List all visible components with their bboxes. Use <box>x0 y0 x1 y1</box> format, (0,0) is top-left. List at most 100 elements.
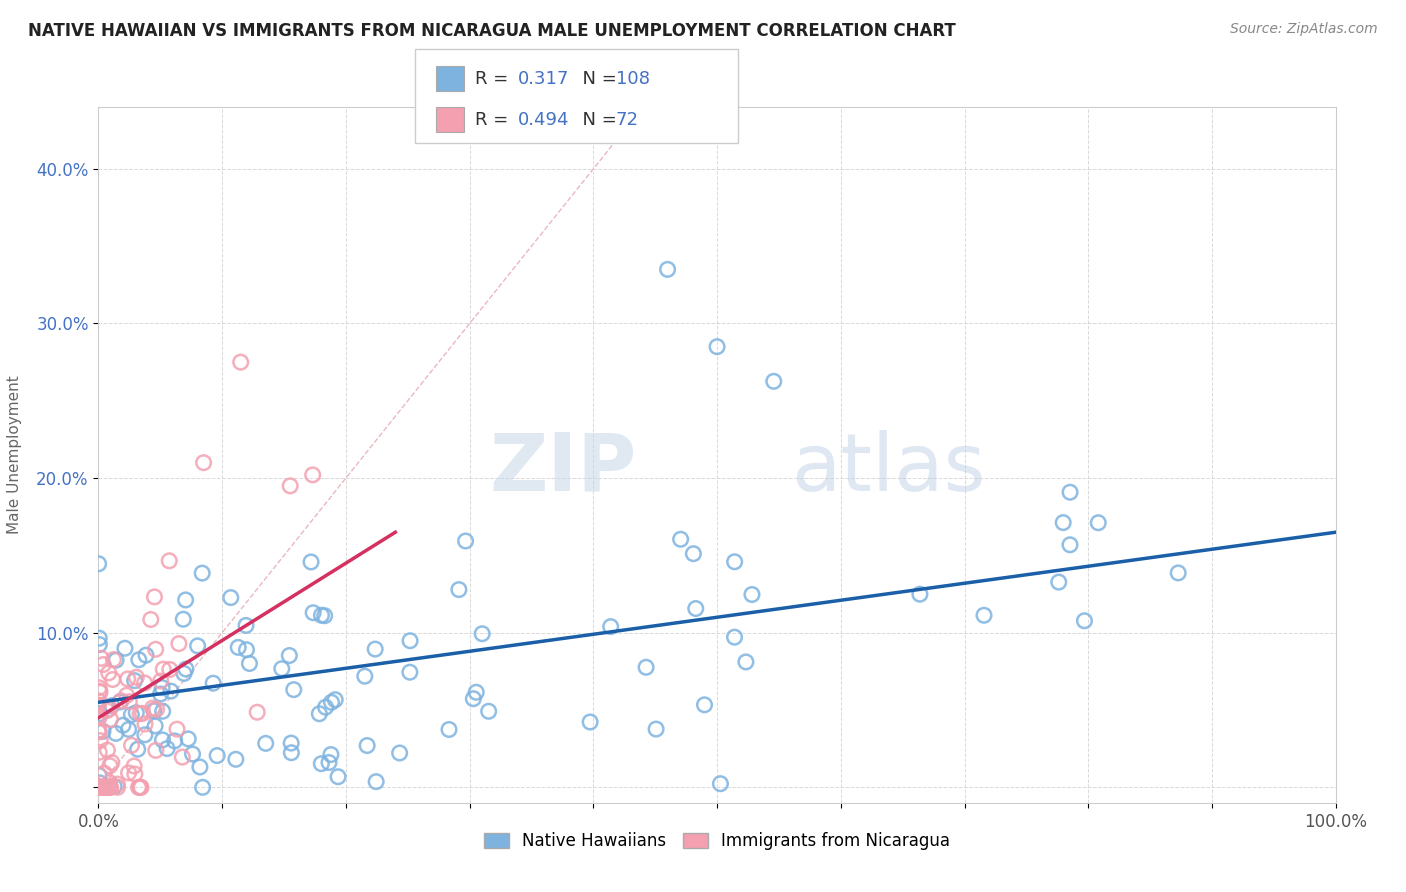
Point <box>321 695 343 709</box>
Point <box>246 705 269 719</box>
Point <box>124 673 146 688</box>
Point <box>191 566 214 581</box>
Point <box>143 590 166 604</box>
Point <box>91 657 114 672</box>
Point <box>87 768 110 782</box>
Point <box>1059 485 1081 500</box>
Point <box>90 780 112 795</box>
Point <box>645 722 668 736</box>
Text: 0.494: 0.494 <box>517 111 569 128</box>
Point <box>89 684 111 698</box>
Point <box>353 669 375 683</box>
Point <box>741 587 763 601</box>
Point <box>96 704 118 718</box>
Point <box>128 780 150 795</box>
Point <box>131 706 153 721</box>
Point <box>91 724 114 739</box>
Point <box>280 736 302 750</box>
Point <box>229 355 252 369</box>
Point <box>101 756 124 770</box>
Point <box>315 700 337 714</box>
Point <box>117 723 139 737</box>
Point <box>134 717 156 731</box>
Point <box>129 706 152 721</box>
Point <box>599 620 621 634</box>
Point <box>97 665 120 680</box>
Point <box>139 613 162 627</box>
Point <box>117 672 139 686</box>
Point <box>118 695 141 709</box>
Point <box>87 724 110 739</box>
Text: NATIVE HAWAIIAN VS IMMIGRANTS FROM NICARAGUA MALE UNEMPLOYMENT CORRELATION CHART: NATIVE HAWAIIAN VS IMMIGRANTS FROM NICAR… <box>28 22 956 40</box>
Point <box>172 612 194 626</box>
Point <box>166 722 188 736</box>
Point <box>152 662 174 676</box>
Point <box>235 618 257 632</box>
Point <box>299 555 322 569</box>
Point <box>399 633 422 648</box>
Point <box>157 554 180 568</box>
Point <box>100 698 122 713</box>
Point <box>89 706 111 721</box>
Point <box>114 641 136 656</box>
Point <box>142 704 165 718</box>
Point <box>100 713 122 727</box>
Point <box>366 774 388 789</box>
Point <box>87 780 110 795</box>
Point <box>103 652 125 666</box>
Point <box>188 760 211 774</box>
Point <box>89 631 111 645</box>
Point <box>465 685 488 699</box>
Point <box>219 591 242 605</box>
Point <box>318 756 340 770</box>
Point <box>1052 516 1074 530</box>
Point <box>134 728 156 742</box>
Point <box>110 694 132 708</box>
Point <box>125 706 148 720</box>
Point <box>314 608 336 623</box>
Point <box>326 770 349 784</box>
Point <box>693 698 716 712</box>
Point <box>308 706 330 721</box>
Point <box>98 758 121 772</box>
Text: 108: 108 <box>616 70 650 88</box>
Point <box>117 765 139 780</box>
Point <box>364 642 387 657</box>
Point <box>87 557 110 571</box>
Point <box>280 746 302 760</box>
Point <box>399 665 422 680</box>
Point <box>89 733 111 747</box>
Point <box>174 662 197 676</box>
Point <box>98 702 121 716</box>
Point <box>97 780 120 795</box>
Point <box>762 374 785 388</box>
Point <box>163 734 186 748</box>
Point <box>98 775 121 789</box>
Point <box>356 739 378 753</box>
Point <box>187 639 209 653</box>
Point <box>735 655 758 669</box>
Point <box>98 780 121 795</box>
Point <box>159 663 181 677</box>
Text: 72: 72 <box>616 111 638 128</box>
Point <box>160 684 183 698</box>
Point <box>143 719 166 733</box>
Point <box>724 555 747 569</box>
Point <box>128 780 150 795</box>
Point <box>134 676 156 690</box>
Point <box>636 660 658 674</box>
Point <box>167 637 190 651</box>
Point <box>145 743 167 757</box>
Point <box>454 534 477 549</box>
Point <box>152 704 174 718</box>
Point <box>301 467 323 482</box>
Point <box>685 601 707 615</box>
Point <box>108 695 131 709</box>
Point <box>191 780 214 795</box>
Point <box>103 780 125 794</box>
Point <box>225 752 247 766</box>
Point <box>93 766 115 780</box>
Point <box>87 694 110 708</box>
Point <box>152 732 174 747</box>
Point <box>463 691 485 706</box>
